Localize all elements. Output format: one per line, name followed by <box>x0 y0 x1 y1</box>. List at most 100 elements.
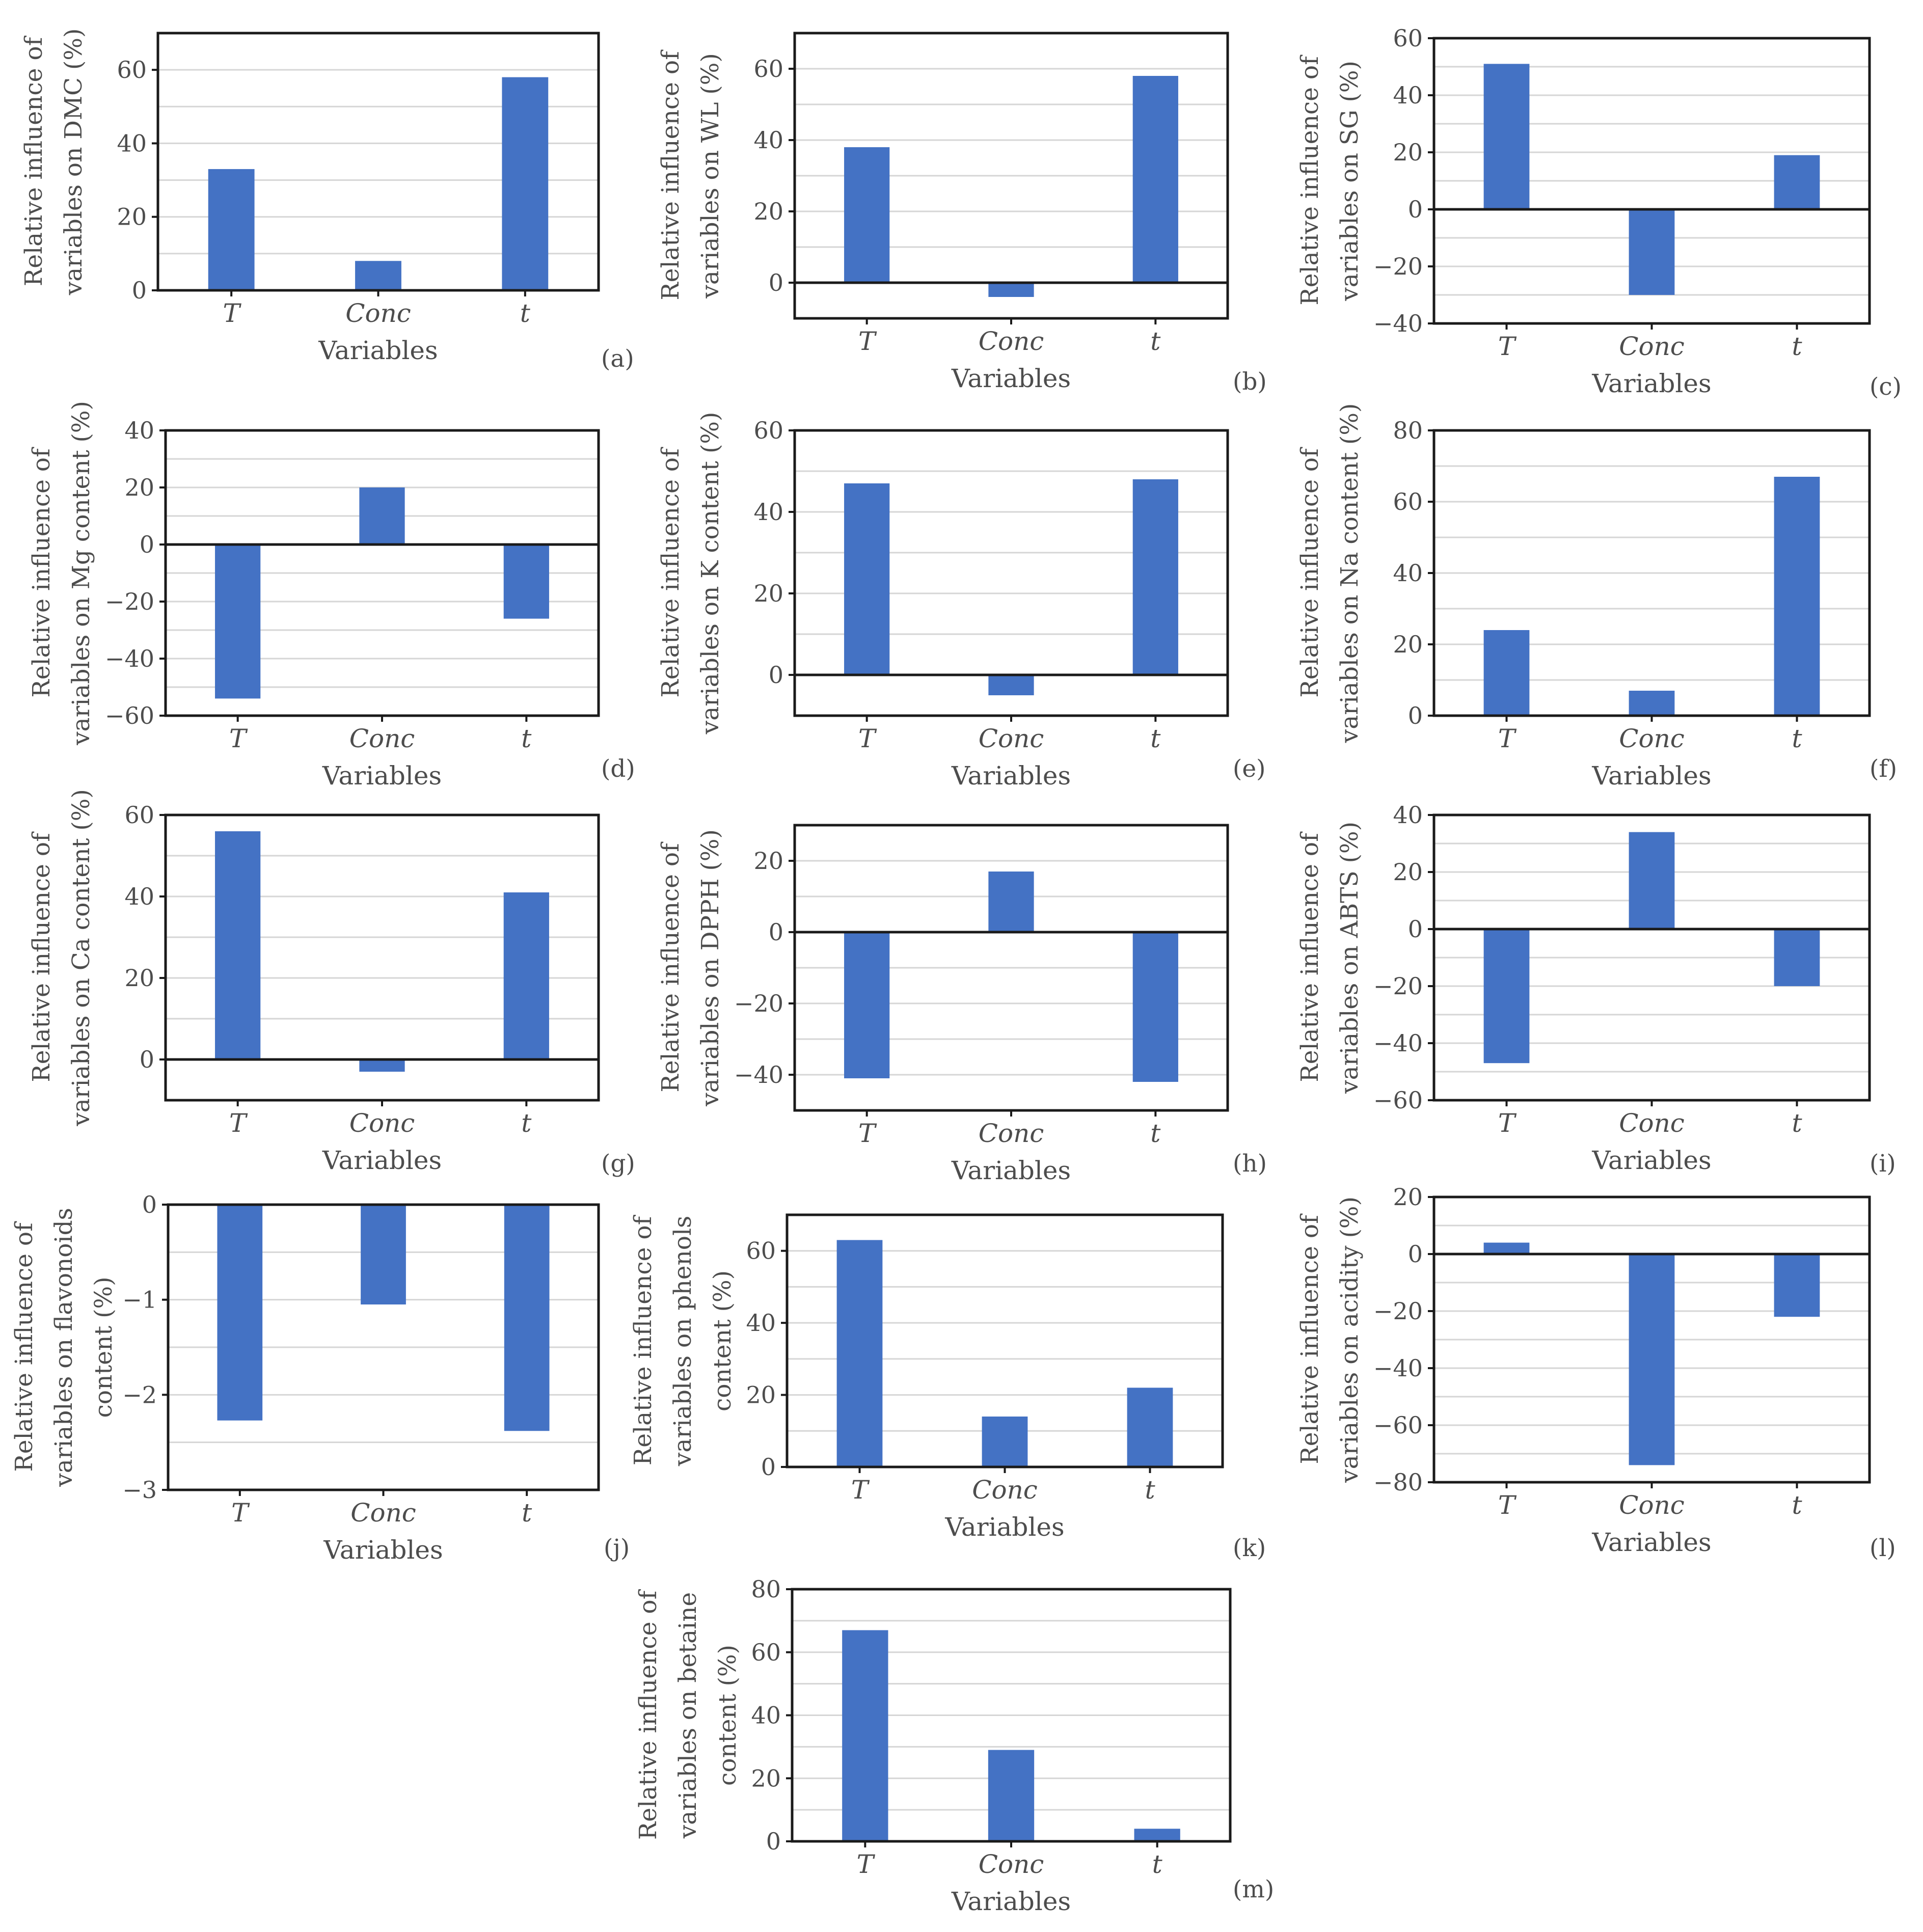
x-tick-label-t: T <box>1498 724 1517 753</box>
bar-conc <box>359 487 405 545</box>
y-axis-label-line: content (%) <box>709 1270 737 1411</box>
x-axis-label: Variables <box>951 761 1071 791</box>
x-axis-label: Variables <box>323 1535 443 1565</box>
panel-l: −80 −60 −40 −20 0 20 T Conc t Variables Relative i… <box>1296 1183 1896 1562</box>
x-tick-label-conc: Conc <box>345 298 411 328</box>
y-tick-label: 0 <box>761 1453 776 1481</box>
panel-k: 0 20 40 60 T Conc t Variables Relative influence… <box>629 1213 1266 1562</box>
bar-conc <box>988 1750 1035 1841</box>
x-tick-label-t: T <box>851 1475 870 1505</box>
panel-tag: (c) <box>1870 373 1902 401</box>
x-axis-label: Variables <box>951 1156 1071 1185</box>
y-axis-label-line: variables on phenols <box>669 1216 697 1466</box>
y-axis-label-line: Relative influence of <box>634 1589 662 1840</box>
panel-i: −60 −40 −20 0 20 40 T Conc t Variables Relative in… <box>1296 801 1896 1178</box>
panel-tag: (m) <box>1233 1875 1274 1903</box>
y-tick-label: 0 <box>140 1046 154 1073</box>
y-tick-label: 40 <box>746 1309 776 1337</box>
x-axis-label: Variables <box>1591 369 1711 398</box>
bar-t <box>217 1205 263 1421</box>
x-tick-label-t: t <box>1150 724 1161 753</box>
y-axis-label: Relative influence of variables on DMC (%… <box>20 29 88 296</box>
y-axis-label-line: Relative influence of <box>1296 831 1324 1082</box>
x-tick-label-t: T <box>231 1498 250 1528</box>
y-tick-label: −1 <box>122 1286 157 1314</box>
y-tick-label: −60 <box>1373 1086 1423 1114</box>
x-tick-label-t: T <box>229 724 248 753</box>
panel-tag: (d) <box>601 755 635 783</box>
y-axis-label-line: content (%) <box>714 1645 742 1786</box>
y-tick-label: 20 <box>117 203 147 231</box>
y-axis-label: Relative influence of variables on ABTS (… <box>1296 822 1364 1094</box>
bar-t <box>503 892 549 1059</box>
y-tick-label: −2 <box>122 1381 157 1408</box>
y-tick-label: 20 <box>124 474 154 501</box>
y-tick-label: 0 <box>769 661 783 689</box>
x-axis-label: Variables <box>951 1887 1071 1916</box>
x-tick-label-t: T <box>858 724 877 753</box>
y-tick-label: −20 <box>105 588 154 615</box>
y-tick-label: 40 <box>1393 81 1423 109</box>
y-axis-label-line: Relative influence of <box>629 1214 657 1465</box>
y-axis-label: Relative influence of variables on flavon… <box>10 1208 118 1487</box>
y-tick-label: 20 <box>753 198 783 225</box>
y-tick-label: 60 <box>751 1639 781 1666</box>
y-tick-label: 0 <box>1408 196 1423 223</box>
x-tick-label-t: t <box>1152 1849 1163 1879</box>
y-tick-label: 40 <box>124 883 154 910</box>
y-tick-label: 40 <box>753 498 783 526</box>
y-axis-label-line: Relative influence of <box>657 841 685 1093</box>
y-tick-label: 60 <box>1393 488 1423 515</box>
y-axis-label-line: variables on flavonoids <box>50 1208 78 1487</box>
bar-conc <box>1629 691 1675 716</box>
y-axis-label-line: Relative influence of <box>1296 55 1324 306</box>
bar-conc <box>1629 209 1675 295</box>
bar-t <box>1774 1254 1820 1317</box>
panel-f: 0 20 40 60 80 T Conc t Variables Relative influen… <box>1296 403 1897 791</box>
y-axis-label-line: Relative influence of <box>657 447 685 698</box>
bar-t <box>1132 76 1178 283</box>
y-tick-label: 40 <box>117 129 147 157</box>
y-tick-label: 60 <box>124 801 154 829</box>
y-tick-label: 20 <box>753 580 783 607</box>
y-tick-label: −60 <box>1373 1411 1423 1439</box>
y-tick-label: 0 <box>132 277 147 304</box>
y-tick-label: 0 <box>1408 1240 1423 1268</box>
panel-tag: (h) <box>1233 1150 1267 1178</box>
y-axis-label-line: Relative influence of <box>20 35 48 286</box>
panel-h: −40 −20 0 20 T Conc t Variables Relative influen… <box>657 824 1267 1185</box>
y-tick-label: −40 <box>734 1061 783 1089</box>
y-tick-label: 40 <box>753 126 783 154</box>
y-axis-label: Relative influence of variables on WL (%) <box>657 49 724 301</box>
y-axis-label: Relative influence of variables on Na con… <box>1296 403 1364 744</box>
bar-t <box>844 932 890 1078</box>
x-tick-label-t: T <box>1498 1490 1517 1520</box>
y-axis-label-line: variables on WL (%) <box>696 53 724 298</box>
panel-tag: (g) <box>601 1150 635 1178</box>
panel-tag: (a) <box>601 345 634 373</box>
x-tick-label-conc: Conc <box>1619 724 1685 753</box>
y-tick-label: 60 <box>117 56 147 84</box>
y-axis-label: Relative influence of variables on Ca con… <box>28 789 95 1127</box>
x-tick-label-t: T <box>1498 1108 1517 1138</box>
y-tick-label: −60 <box>105 702 154 729</box>
y-axis-label-line: variables on acidity (%) <box>1336 1196 1364 1483</box>
y-tick-label: 40 <box>124 417 154 444</box>
panel-tag: (j) <box>604 1534 630 1562</box>
y-axis-label-line: variables on Na content (%) <box>1336 403 1364 744</box>
y-tick-label: 0 <box>769 269 783 296</box>
y-tick-label: 0 <box>769 918 783 946</box>
bar-conc <box>361 1205 406 1304</box>
panel-tag: (b) <box>1233 368 1267 396</box>
y-axis-label: Relative influence of variables on acidit… <box>1296 1196 1364 1483</box>
y-axis-label: Relative influence of variables on betain… <box>634 1589 742 1840</box>
bar-t <box>215 831 261 1059</box>
x-tick-label-t: t <box>522 1498 532 1528</box>
y-tick-label: 60 <box>1393 24 1423 52</box>
x-tick-label-conc: Conc <box>1619 332 1685 361</box>
panel-d: −60 −40 −20 0 20 40 T Conc t Variables Relative in… <box>28 401 635 791</box>
panel-j: −3 −2 −1 0 T Conc t Variables Relative influence… <box>10 1191 630 1565</box>
y-axis-label-line: Relative influence of <box>1296 447 1324 698</box>
y-tick-label: 20 <box>124 964 154 992</box>
bar-t <box>844 483 890 675</box>
